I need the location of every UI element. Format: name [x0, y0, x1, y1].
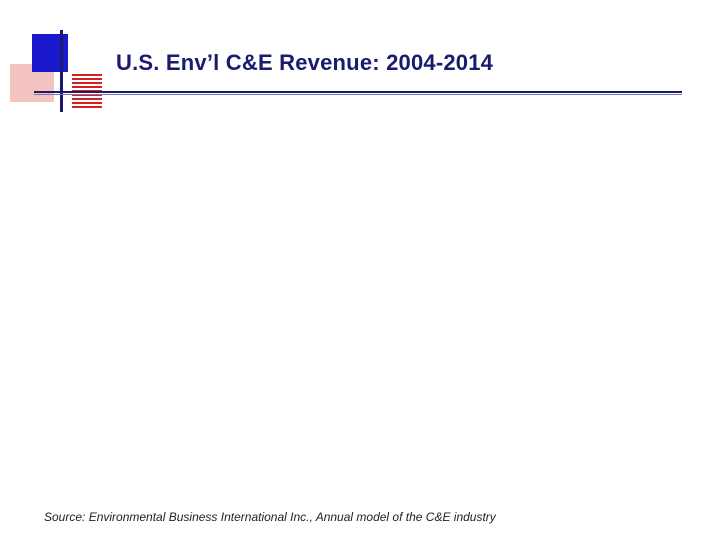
title-underline	[34, 91, 682, 95]
content-area	[30, 110, 690, 490]
slide-corner-decoration	[10, 30, 102, 112]
source-note: Source: Environmental Business Internati…	[44, 510, 496, 524]
vertical-line-decoration	[60, 30, 63, 112]
slide-title: U.S. Env’l C&E Revenue: 2004-2014	[116, 50, 494, 75]
